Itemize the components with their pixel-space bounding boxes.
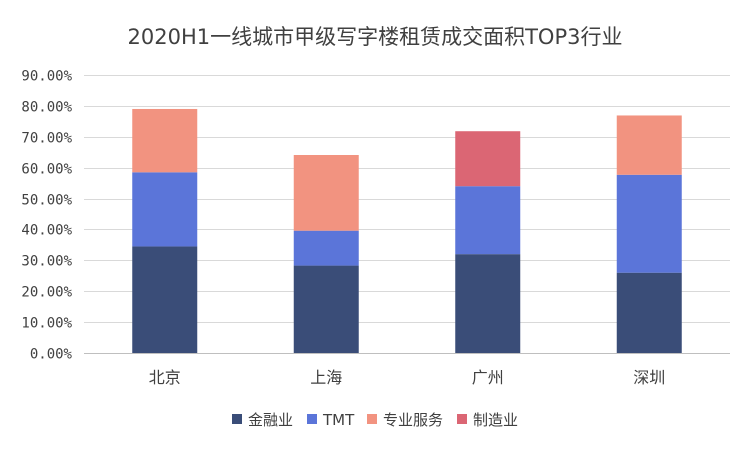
bar-segment bbox=[132, 172, 198, 247]
bar-segment bbox=[455, 186, 521, 255]
x-tick-label: 上海 bbox=[310, 368, 342, 387]
y-tick-label: 70.00% bbox=[21, 131, 72, 147]
y-tick-label: 50.00% bbox=[21, 193, 72, 209]
legend-label: 专业服务 bbox=[383, 411, 443, 429]
legend: 金融业 TMT 专业服务 制造业 bbox=[232, 411, 518, 429]
legend-swatch bbox=[307, 414, 317, 424]
legend-swatch bbox=[232, 414, 242, 424]
x-tick-label: 广州 bbox=[472, 368, 504, 387]
y-tick-label: 20.00% bbox=[21, 285, 72, 301]
y-tick-label: 80.00% bbox=[21, 100, 72, 116]
y-tick-label: 30.00% bbox=[21, 254, 72, 270]
bar-segment bbox=[616, 115, 682, 175]
x-tick-label: 北京 bbox=[149, 368, 181, 387]
y-tick-label: 0.00% bbox=[30, 347, 73, 363]
x-tick-label: 深圳 bbox=[633, 368, 665, 387]
chart-title: 2020H1一线城市甲级写字楼租赁成交面积TOP3行业 bbox=[128, 25, 623, 49]
x-axis: 北京 上海 广州 深圳 bbox=[149, 368, 666, 387]
bar-segment bbox=[293, 155, 359, 231]
y-tick-label: 10.00% bbox=[21, 316, 72, 332]
bars bbox=[132, 108, 682, 353]
y-axis-tick-labels: 0.00% 10.00% 20.00% 30.00% 40.00% 50.00% 60.00… bbox=[21, 69, 72, 363]
bar-segment bbox=[293, 265, 359, 353]
bar-segment bbox=[455, 254, 521, 353]
bar-segment bbox=[293, 230, 359, 266]
y-tick-label: 40.00% bbox=[21, 223, 72, 239]
bar-segment bbox=[132, 108, 198, 173]
legend-label: 金融业 bbox=[248, 411, 293, 429]
legend-label: 制造业 bbox=[473, 411, 518, 429]
bar-segment bbox=[616, 272, 682, 353]
y-tick-label: 90.00% bbox=[21, 69, 72, 85]
legend-label: TMT bbox=[322, 411, 355, 429]
bar-segment bbox=[132, 246, 198, 353]
legend-swatch bbox=[457, 414, 467, 424]
bar-segment bbox=[616, 174, 682, 273]
legend-swatch bbox=[367, 414, 377, 424]
y-tick-label: 60.00% bbox=[21, 162, 72, 178]
bar-segment bbox=[455, 131, 521, 187]
